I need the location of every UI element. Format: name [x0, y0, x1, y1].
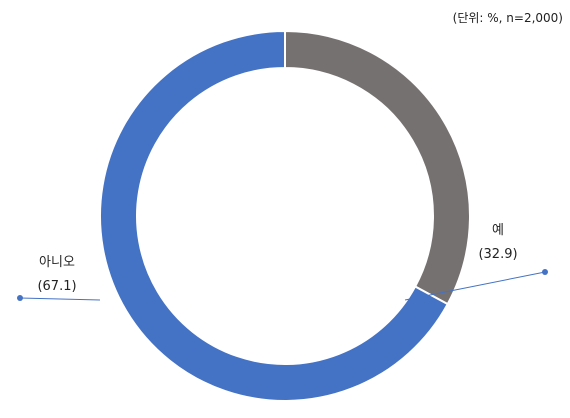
leader-dot-1	[17, 295, 23, 301]
donut-slice-0	[284, 29, 471, 306]
donut-slices	[99, 29, 471, 402]
leader-line-1	[19, 297, 101, 301]
slice-value-0: (32.9)	[478, 247, 517, 262]
donut-slice-1	[99, 29, 450, 402]
unit-note: (단위: %, n=2,000)	[453, 11, 563, 25]
slice-value-1: (67.1)	[37, 279, 76, 294]
slice-labels: 예 (32.9) 아니오 (67.1)	[17, 223, 548, 301]
slice-label-1: 아니오	[39, 255, 75, 270]
slice-label-0: 예	[492, 223, 504, 238]
leader-line-0	[404, 271, 546, 301]
leader-dot-0	[542, 269, 548, 275]
